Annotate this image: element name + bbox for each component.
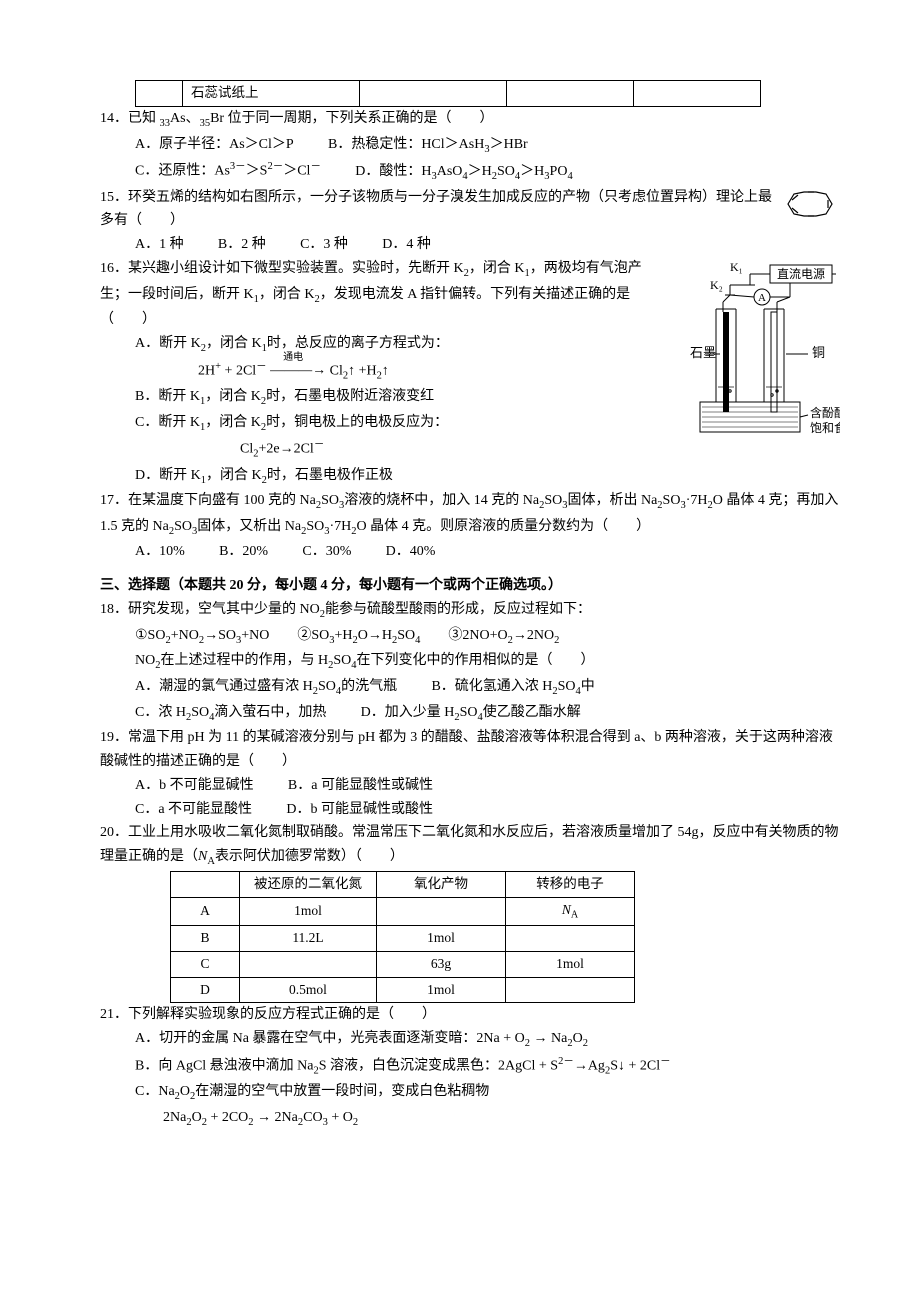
q15-opt-b: B．2 种 (218, 233, 266, 257)
q15-opt-a: A．1 种 (135, 233, 184, 257)
q21-opt-c-eq: 2Na2O2 + 2CO2 → 2Na2CO3 + O2 (163, 1106, 840, 1132)
q18-opt-a: A．潮湿的氯气通过盛有浓 H2SO4的洗气瓶 (135, 675, 397, 701)
q18-opt-c: C．浓 H2SO4滴入萤石中，加热 (135, 701, 326, 727)
q14-num: 14． (100, 111, 128, 126)
table-row: A 1mol NA (171, 897, 635, 925)
cyclodecapentaene-icon (780, 186, 840, 222)
table-cell: 石蕊试纸上 (183, 81, 360, 107)
question-19: 19．常温下用 pH 为 11 的某碱溶液分别与 pH 都为 3 的醋酸、盐酸溶… (100, 726, 840, 774)
q16-opt-d: D．断开 K1，闭合 K2时，石墨电极作正极 (135, 464, 840, 490)
q14-text: 已知 33As、35Br 位于同一周期，下列关系正确的是（ ） (128, 111, 494, 126)
q20-h3: 转移的电子 (506, 871, 635, 897)
q19-opt-b: B．a 可能显酸性或碱性 (288, 774, 433, 798)
q16-text: 某兴趣小组设计如下微型实验装置。实验时，先断开 K2，闭合 K1，两极均有气泡产… (100, 261, 642, 327)
diagram-k1-label: K₁ (730, 260, 743, 274)
diagram-solution1-label: 含酚酞的 (810, 405, 840, 420)
q14-opt-a: A．原子半径：As＞Cl＞P (135, 133, 294, 157)
q14-opt-c: C．还原性：As3－＞S2－＞Cl－ (135, 158, 321, 183)
question-16: 直流电源 A K₁ K₂ 石墨 铜 (100, 257, 840, 332)
q15-options: A．1 种 B．2 种 C．3 种 D．4 种 (135, 233, 840, 257)
svg-text:A: A (758, 292, 766, 304)
q17-opt-a: A．10% (135, 540, 185, 564)
q15-opt-c: C．3 种 (300, 233, 348, 257)
q21-opt-b: B．向 AgCl 悬浊液中滴加 Na2S 溶液，白色沉淀变成黑色：2AgCl +… (135, 1053, 840, 1080)
q15-opt-d: D．4 种 (382, 233, 431, 257)
diagram-k2-label: K₂ (710, 278, 723, 292)
q20-table: 被还原的二氧化氮 氧化产物 转移的电子 A 1mol NA B 11.2L 1m… (170, 871, 635, 1004)
q20-header-row: 被还原的二氧化氮 氧化产物 转移的电子 (171, 871, 635, 897)
q15-num: 15． (100, 190, 128, 205)
q20-text: 工业上用水吸收二氧化氮制取硝酸。常温常压下二氧化氮和水反应后，若溶液质量增加了 … (100, 825, 839, 864)
q19-text: 常温下用 pH 为 11 的某碱溶液分别与 pH 都为 3 的醋酸、盐酸溶液等体… (100, 730, 833, 769)
diagram-power-label: 直流电源 (777, 267, 825, 281)
q18-num: 18． (100, 602, 128, 617)
q19-opt-d: D．b 可能显碱性或酸性 (286, 798, 433, 822)
table-fragment-top: 石蕊试纸上 (135, 80, 761, 107)
q18-equations: ①SO2+NO2→SO3+NO ②SO3+H2O→H2SO4 ③2NO+O2→2… (135, 624, 840, 650)
q21-opt-a: A．切开的金属 Na 暴露在空气中，光亮表面逐渐变暗：2Na + O2 → Na… (135, 1027, 840, 1053)
q19-opt-c: C．a 不可能显酸性 (135, 798, 252, 822)
q16-num: 16． (100, 261, 128, 276)
question-15: 15．环癸五烯的结构如右图所示，一分子该物质与一分子溴发生加成反应的产物（只考虑… (100, 186, 840, 234)
table-row: C 63g 1mol (171, 951, 635, 977)
q21-num: 21． (100, 1007, 128, 1022)
q19-options-2: C．a 不可能显酸性 D．b 可能显碱性或酸性 (135, 798, 840, 822)
q14-opt-d: D．酸性：H3AsO4＞H2SO4＞H3PO4 (355, 160, 572, 186)
q20-num: 20． (100, 825, 128, 840)
q20-h1: 被还原的二氧化氮 (240, 871, 377, 897)
q17-text: 在某温度下向盛有 100 克的 Na2SO3溶液的烧杯中，加入 14 克的 Na… (100, 493, 838, 534)
question-14: 14．已知 33As、35Br 位于同一周期，下列关系正确的是（ ） (100, 107, 840, 133)
section-3-heading: 三、选择题（本题共 20 分，每小题 4 分，每小题有一个或两个正确选项。） (100, 574, 840, 598)
q19-num: 19． (100, 730, 128, 745)
q18-options-2: C．浓 H2SO4滴入萤石中，加热 D．加入少量 H2SO4使乙酸乙酯水解 (135, 701, 840, 727)
diagram-shimo-label: 石墨 (690, 345, 716, 360)
electrolysis-apparatus-icon: 直流电源 A K₁ K₂ 石墨 铜 (660, 257, 840, 457)
question-21: 21．下列解释实验现象的反应方程式正确的是（ ） (100, 1003, 840, 1027)
q18-text2: NO2在上述过程中的作用，与 H2SO4在下列变化中的作用相似的是（ ） (135, 649, 840, 675)
q21-text: 下列解释实验现象的反应方程式正确的是（ ） (128, 1007, 436, 1022)
q15-text: 环癸五烯的结构如右图所示，一分子该物质与一分子溴发生加成反应的产物（只考虑位置异… (100, 190, 772, 229)
q18-opt-b: B．硫化氢通入浓 H2SO4中 (431, 675, 594, 701)
table-row: D 0.5mol 1mol (171, 977, 635, 1003)
q18-opt-d: D．加入少量 H2SO4使乙酸乙酯水解 (361, 701, 581, 727)
question-20: 20．工业上用水吸收二氧化氮制取硝酸。常温常压下二氧化氮和水反应后，若溶液质量增… (100, 821, 840, 870)
q17-options: A．10% B．20% C．30% D．40% (135, 540, 840, 564)
q21-opt-c: C．Na2O2在潮湿的空气中放置一段时间，变成白色粘稠物 (135, 1080, 840, 1106)
q19-options-1: A．b 不可能显碱性 B．a 可能显酸性或碱性 (135, 774, 840, 798)
q14-opt-b: B．热稳定性：HCl＞AsH3＞HBr (328, 133, 528, 159)
diagram-tong-label: 铜 (812, 345, 825, 360)
q20-h2: 氧化产物 (377, 871, 506, 897)
q17-num: 17． (100, 493, 128, 508)
diagram-solution2-label: 饱和食盐水 (810, 420, 840, 435)
q14-options: A．原子半径：As＞Cl＞P B．热稳定性：HCl＞AsH3＞HBr (135, 133, 840, 159)
table-row: B 11.2L 1mol (171, 925, 635, 951)
q18-options-1: A．潮湿的氯气通过盛有浓 H2SO4的洗气瓶 B．硫化氢通入浓 H2SO4中 (135, 675, 840, 701)
q17-opt-c: C．30% (302, 540, 351, 564)
q19-opt-a: A．b 不可能显碱性 (135, 774, 254, 798)
q18-text: 研究发现，空气其中少量的 NO2能参与硫酸型酸雨的形成，反应过程如下： (128, 602, 591, 617)
q20-h0 (171, 871, 240, 897)
q17-opt-b: B．20% (219, 540, 268, 564)
question-18: 18．研究发现，空气其中少量的 NO2能参与硫酸型酸雨的形成，反应过程如下： (100, 598, 840, 624)
question-17: 17．在某温度下向盛有 100 克的 Na2SO3溶液的烧杯中，加入 14 克的… (100, 489, 840, 540)
q17-opt-d: D．40% (386, 540, 436, 564)
q14-options-2: C．还原性：As3－＞S2－＞Cl－ D．酸性：H3AsO4＞H2SO4＞H3P… (135, 158, 840, 185)
